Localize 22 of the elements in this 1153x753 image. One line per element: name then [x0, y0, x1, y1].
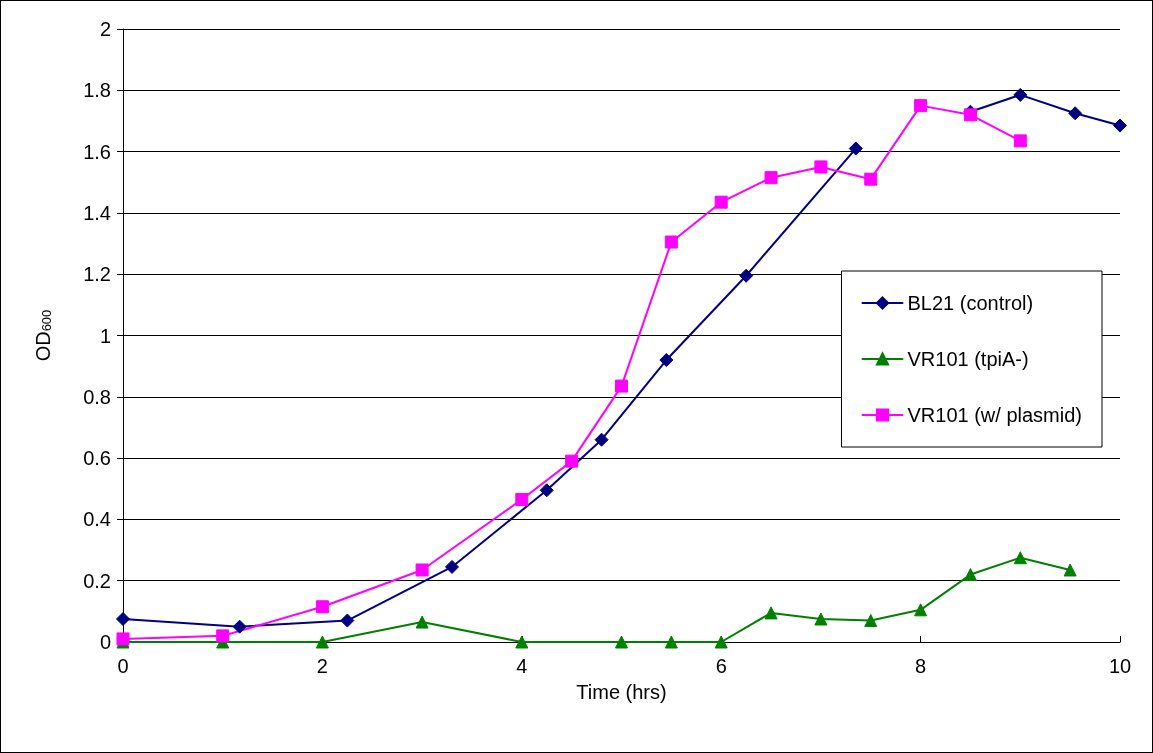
- y-tick-label: 1.6: [83, 140, 111, 163]
- y-tick-label: 1.8: [83, 79, 111, 102]
- x-tick-label: 2: [316, 655, 328, 677]
- x-tick-label: 8: [915, 655, 927, 677]
- y-axis-title: OD600: [31, 309, 54, 362]
- x-tick-label: 6: [715, 655, 727, 677]
- y-tick-label: 2: [99, 18, 111, 40]
- y-tick-label: 0.2: [83, 569, 111, 592]
- legend-label: VR101 (w/ plasmid): [907, 404, 1083, 426]
- y-tick-label: 0.6: [83, 447, 111, 470]
- legend-label: VR101 (tpiA-): [907, 348, 1029, 370]
- y-tick-label: 0.8: [83, 385, 111, 408]
- x-axis-title: Time (hrs): [576, 681, 667, 703]
- x-tick-label: 0: [117, 655, 129, 677]
- x-tick-label: 10: [1108, 655, 1132, 677]
- y-tick-label: 0.4: [83, 508, 111, 531]
- y-tick-label: 0: [99, 631, 111, 653]
- legend-label: BL21 (control): [907, 292, 1034, 314]
- x-tick-label: 4: [516, 655, 528, 677]
- y-tick-label: 1: [99, 324, 111, 347]
- y-tick-label: 1.4: [83, 201, 111, 224]
- y-tick-label: 1.2: [83, 263, 111, 286]
